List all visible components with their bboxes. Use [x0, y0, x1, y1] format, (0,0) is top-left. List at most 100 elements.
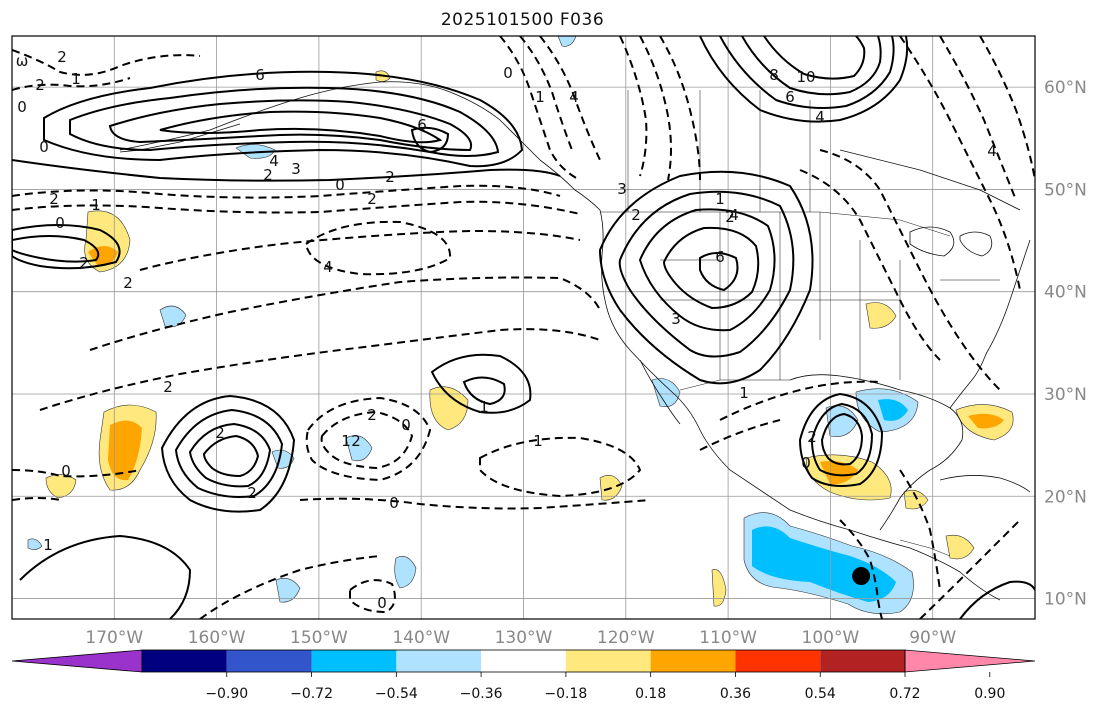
- lon-tick-label: 140°W: [392, 628, 450, 648]
- contour-neg-nw-2: [12, 77, 131, 91]
- lat-tick-label: 50°N: [1044, 180, 1087, 200]
- contour-value-label: 1: [341, 432, 351, 450]
- contour-value-label: 2: [367, 190, 377, 208]
- state-lines-2: [660, 240, 1000, 380]
- contour-neg-mid-ring1: [305, 396, 432, 482]
- shade-blue-small: [27, 538, 43, 550]
- shade-blue-mid3: [345, 435, 373, 462]
- contour-value-label: 2: [367, 406, 377, 424]
- map-frame: [11, 35, 1036, 620]
- contour-value-label: 1: [533, 432, 543, 450]
- contour-value-label: 2: [35, 76, 45, 94]
- lon-tick-label: 130°W: [495, 628, 553, 648]
- contour-value-label: 4: [323, 258, 333, 276]
- contour-value-label: 0: [401, 416, 411, 434]
- colorbar-tick-label: 0.18: [635, 686, 666, 702]
- lon-tick-label: 110°W: [699, 628, 757, 648]
- contour-neg-epac-2: [899, 469, 941, 591]
- contour-gulf-ring-2: [810, 402, 874, 477]
- contour-value-label: 0: [335, 176, 345, 194]
- contour-rockies-4: [662, 226, 760, 310]
- lon-tick-label: 150°W: [290, 628, 348, 648]
- shade-orange-mexico: [820, 461, 858, 485]
- colorbar-tick-label: −0.72: [290, 686, 333, 702]
- contour-value-label: 0: [55, 214, 65, 232]
- colorbar-segment: [396, 650, 482, 672]
- contour-value-label: ω: [16, 52, 29, 70]
- contour-value-label: 4: [729, 206, 739, 224]
- coastlines: [119, 81, 1031, 601]
- lon-tick-label: 120°W: [597, 628, 655, 648]
- contour-value-label: 2: [49, 190, 59, 208]
- contour-value-label: 2: [631, 206, 641, 224]
- lat-tick-label: 40°N: [1044, 283, 1087, 303]
- contour-neg-pacific-2: [12, 200, 581, 215]
- shade-deepblue-gulf: [878, 399, 908, 421]
- contour-value-label: 2: [247, 484, 257, 502]
- contour-alaska-1: [43, 70, 524, 168]
- lon-tick-label: 160°W: [188, 628, 246, 648]
- contour-neg-nw-1: [12, 49, 201, 76]
- colorbar-tick-label: 0.72: [889, 686, 920, 702]
- contour-neg-east-trough: [819, 149, 1001, 391]
- contour-caribbean: [959, 580, 1035, 619]
- shade-yellow-carib2: [945, 534, 975, 560]
- lat-tick-label: 20°N: [1044, 487, 1087, 507]
- shade-orange-florida: [968, 413, 1004, 429]
- contour-w-pacific-high2: [12, 235, 100, 263]
- map-title: 2025101500 F036: [440, 10, 605, 30]
- central-america: [899, 539, 951, 557]
- contour-epac-low: [19, 534, 192, 619]
- contour-value-label: 1: [91, 196, 101, 214]
- contour-value-label: 10: [796, 68, 815, 86]
- contour-neg-pacific-5: [39, 328, 601, 411]
- contour-neg-alaska-e-3: [539, 36, 601, 161]
- contour-sw-high-2: [174, 408, 284, 498]
- contour-canada-high-4: [763, 36, 866, 80]
- shading: [27, 36, 1014, 615]
- contour-value-label: 0: [61, 462, 71, 480]
- state-lines-1: [719, 212, 900, 380]
- contour-value-label: 0: [503, 64, 513, 82]
- contour-neg-mid-ring3: [479, 436, 642, 498]
- hudson-region: [839, 149, 1021, 211]
- contour-value-label: 8: [769, 66, 779, 84]
- lon-tick-label: 170°W: [85, 628, 143, 648]
- contour-value-label: 2: [57, 48, 67, 66]
- contour-rockies-1: [598, 170, 814, 385]
- contour-neg-south-1: [299, 497, 651, 510]
- colorbar-tick-label: −0.18: [544, 686, 587, 702]
- lon-tick-label: 90°W: [909, 628, 956, 648]
- florida: [949, 353, 987, 409]
- contour-value-label: 6: [785, 88, 795, 106]
- storm-center-marker: [852, 567, 871, 586]
- colorbar-tick-label: 0.90: [974, 686, 1005, 702]
- colorbar-segment: [650, 650, 736, 672]
- contour-value-label: 3: [617, 180, 627, 198]
- lat-tick-label: 10°N: [1044, 590, 1087, 610]
- contours-positive: [12, 36, 1035, 619]
- contour-value-label: 2: [163, 378, 173, 396]
- contour-neg-east-2: [939, 36, 1017, 201]
- contour-neg-east-trough2: [799, 169, 941, 361]
- contour-value-label: 4: [569, 88, 579, 106]
- shade-blue-baja: [651, 378, 681, 407]
- contour-value-label: 0: [389, 494, 399, 512]
- contour-value-label: 1: [715, 190, 725, 208]
- colorbar-tick-label: −0.54: [375, 686, 418, 702]
- contour-hawaii-ring: [430, 353, 532, 414]
- colorbar-segment: [311, 650, 397, 672]
- contour-value-label: 1: [479, 398, 489, 416]
- contour-neg-epac-3: [919, 519, 1021, 619]
- colorbar-segment: [735, 650, 821, 672]
- contour-value-label: 2: [123, 274, 133, 292]
- contour-neg-pacific-3: [139, 230, 581, 271]
- latitude-labels: 60°N 50°N 40°N 30°N 20°N 10°N: [1044, 78, 1087, 609]
- contour-rockies-inner: [699, 252, 739, 292]
- lon-tick-label: 100°W: [802, 628, 860, 648]
- contour-value-label: 2: [725, 208, 735, 226]
- contour-neg-sw-2: [12, 497, 61, 501]
